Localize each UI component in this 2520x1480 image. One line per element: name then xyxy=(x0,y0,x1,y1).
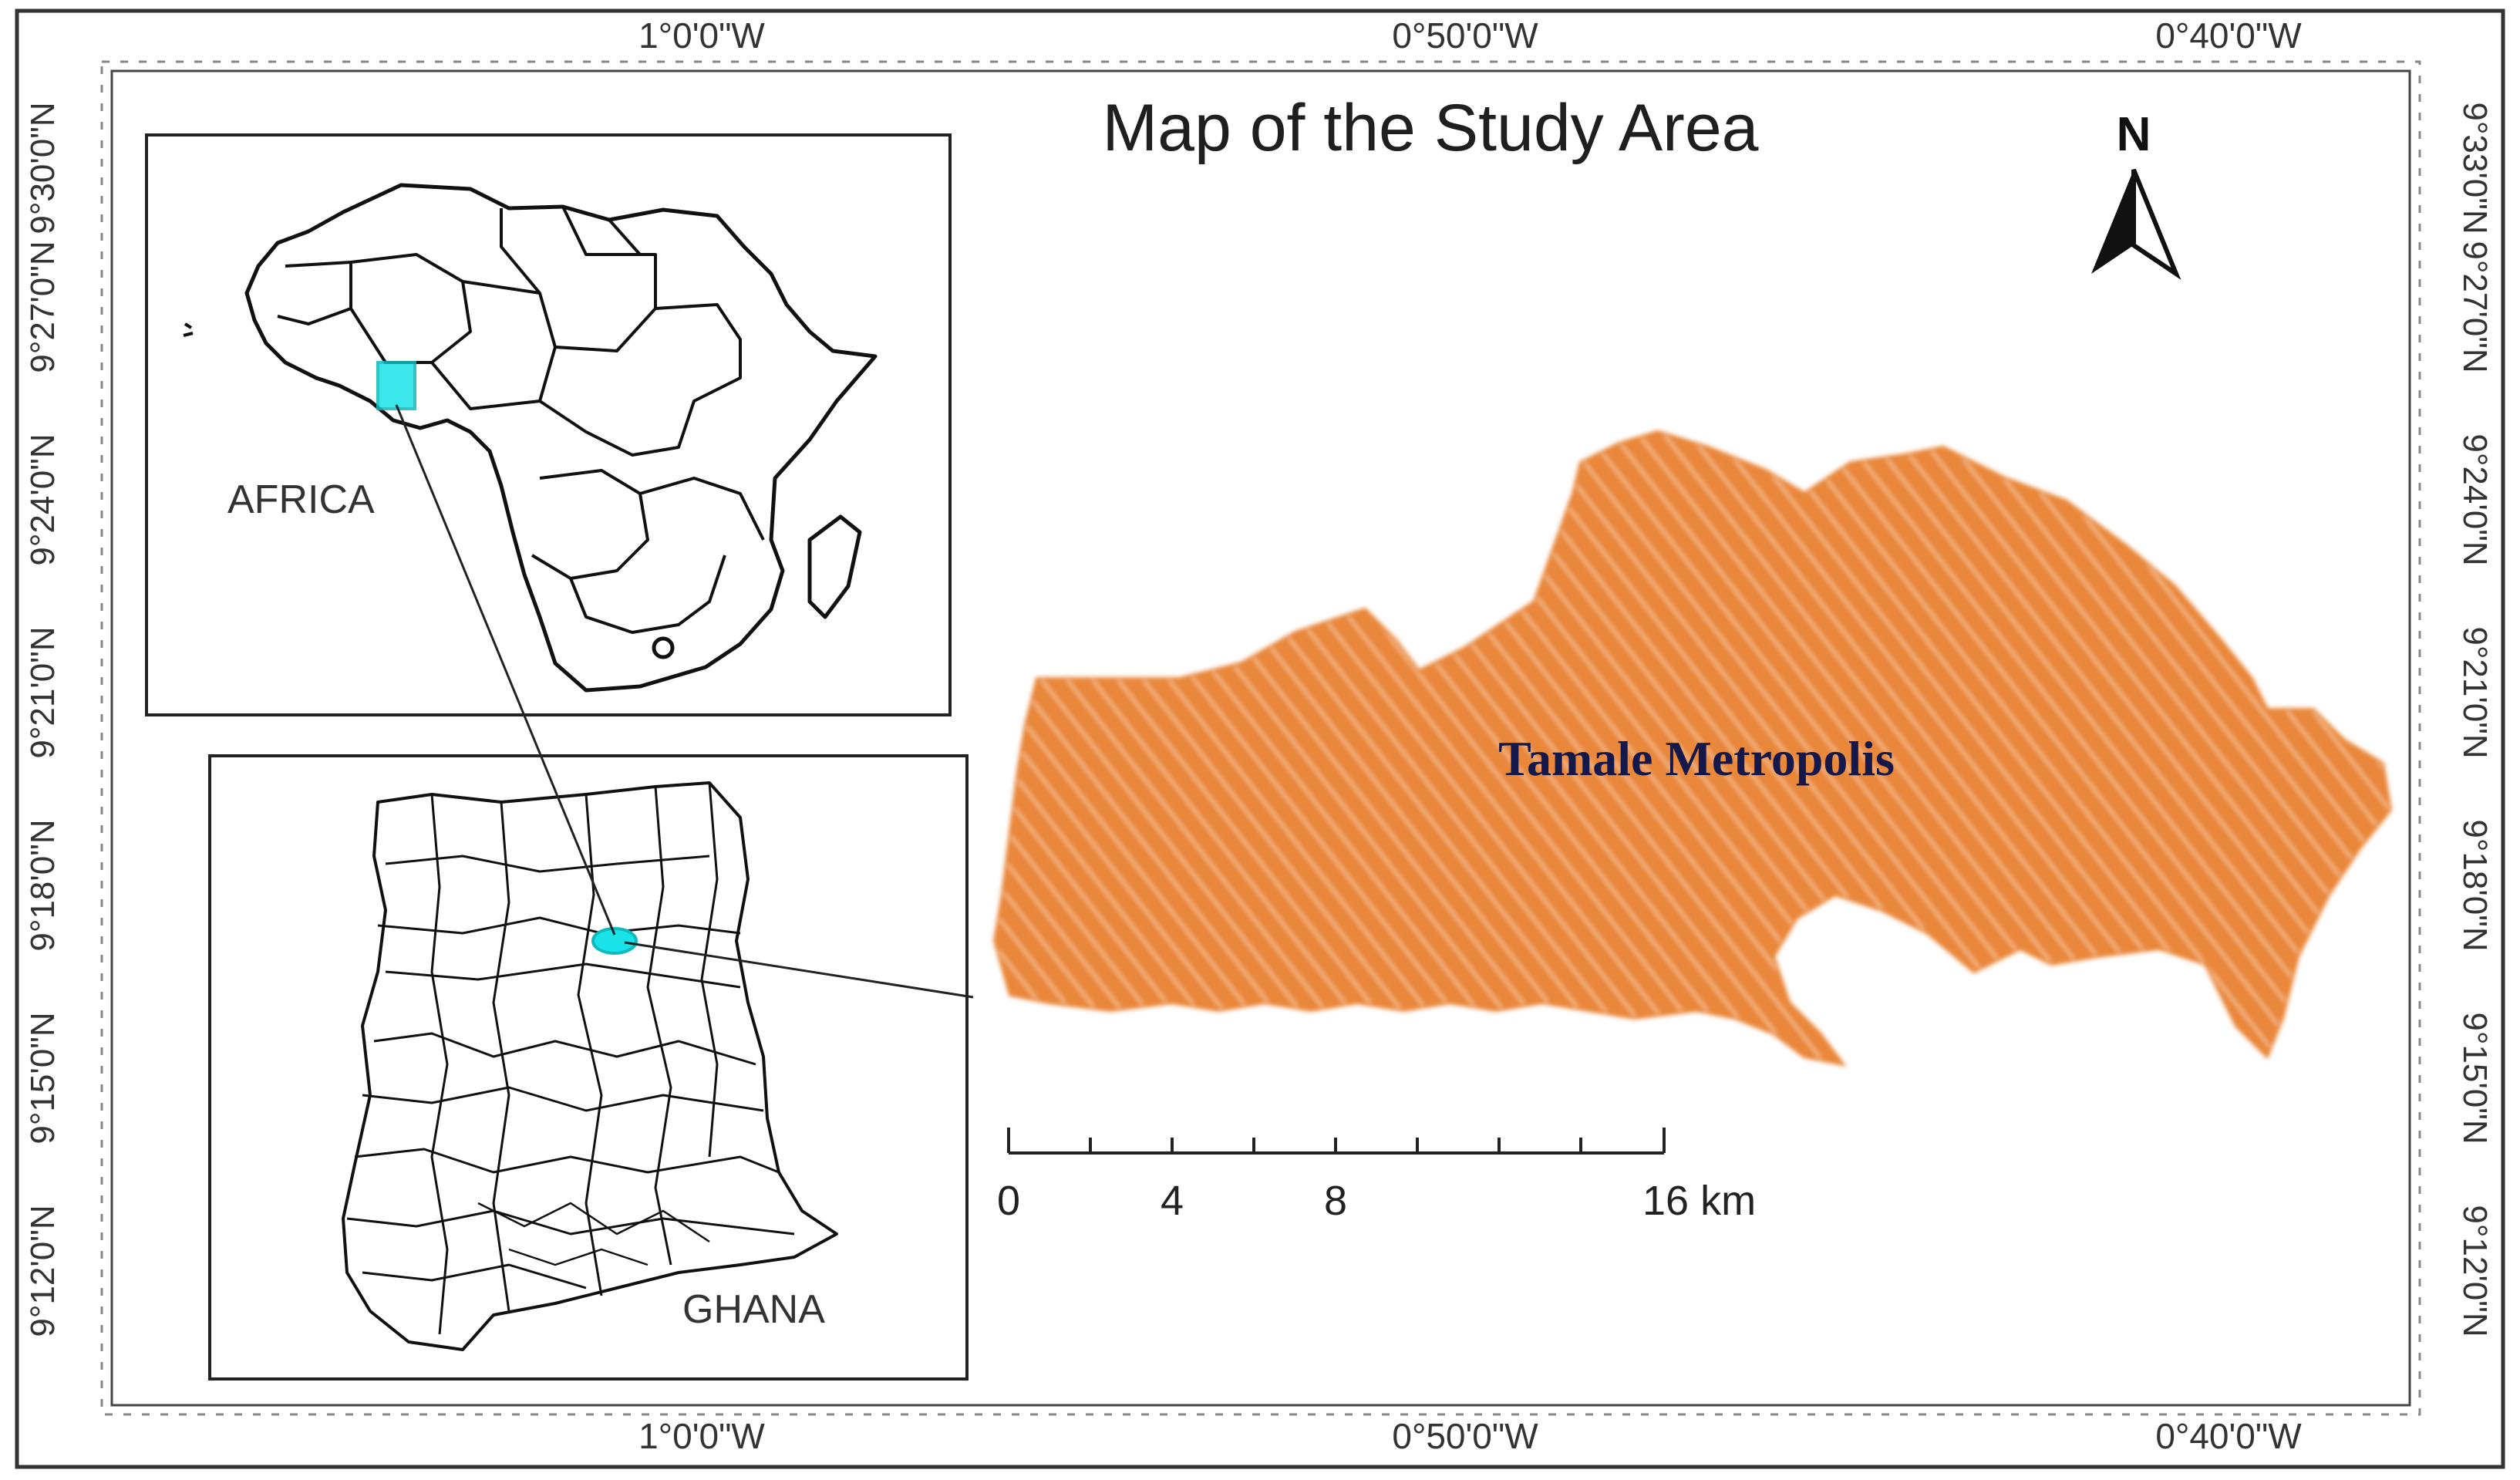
lon-label-top-3: 0°40'0"W xyxy=(2155,15,2302,56)
lon-label-bottom-1: 1°0'0"W xyxy=(638,1416,765,1456)
connector-africa-ghana xyxy=(395,404,616,936)
ghana-label: GHANA xyxy=(682,1287,825,1332)
longitude-labels-top: 1°0'0"W 0°50'0"W 0°40'0"W xyxy=(638,15,2302,56)
lat-label-left-4: 9°21'0"N xyxy=(24,626,62,758)
lat-label-right-3: 9°18'0"N xyxy=(2456,819,2494,951)
lat-label-right-1: 9°12'0"N xyxy=(2456,1205,2494,1337)
outer-border xyxy=(15,8,2505,1469)
scale-bar xyxy=(1007,1128,1666,1155)
tick-border-outer xyxy=(100,60,2421,1416)
scale-label-8: 8 xyxy=(1324,1178,1347,1224)
tamale-highlight-ghana xyxy=(591,927,638,955)
lat-label-left-1: 9°12'0"N xyxy=(24,1205,62,1337)
scale-label-4: 4 xyxy=(1161,1178,1184,1224)
lat-label-right-7: 9°33'0"N xyxy=(2456,102,2494,234)
north-arrow-left-icon xyxy=(2091,170,2134,274)
lat-label-right-6: 9°27'0"N xyxy=(2456,241,2494,373)
ghana-outline-icon xyxy=(342,781,838,1351)
lat-label-right-2: 9°15'0"N xyxy=(2456,1012,2494,1144)
africa-outline-icon xyxy=(183,183,878,693)
lat-label-left-5: 9°24'0"N xyxy=(24,433,62,565)
africa-label: AFRICA xyxy=(227,477,375,522)
lon-label-top-1: 1°0'0"W xyxy=(638,15,765,56)
scale-label-0: 0 xyxy=(997,1178,1020,1224)
latitude-labels-left: 9°12'0"N 9°15'0"N 9°18'0"N 9°21'0"N 9°24… xyxy=(24,102,62,1337)
longitude-labels-bottom: 1°0'0"W 0°50'0"W 0°40'0"W xyxy=(638,1416,2302,1456)
tamale-metropolis-label: Tamale Metropolis xyxy=(1498,731,1895,786)
map-title: Map of the Study Area xyxy=(1103,91,1759,165)
north-label: N xyxy=(2117,108,2151,161)
lat-label-left-7: 9°30'0"N xyxy=(24,102,62,234)
lat-label-left-3: 9°18'0"N xyxy=(24,819,62,951)
lat-label-left-2: 9°15'0"N xyxy=(24,1012,62,1144)
north-arrow-right-icon xyxy=(2131,168,2181,280)
north-arrow: N xyxy=(2091,108,2181,280)
scale-bar-labels: 0 4 8 16 km xyxy=(997,1178,1756,1224)
lon-label-bottom-3: 0°40'0"W xyxy=(2155,1416,2302,1456)
tamale-metropolis-area xyxy=(992,430,2393,1067)
scale-label-16km: 16 km xyxy=(1642,1178,1756,1224)
connector-ghana-tamale xyxy=(624,941,974,999)
latitude-labels-right: 9°12'0"N 9°15'0"N 9°18'0"N 9°21'0"N 9°24… xyxy=(2456,102,2494,1337)
lat-label-right-5: 9°24'0"N xyxy=(2456,433,2494,565)
neatline xyxy=(110,69,2411,1407)
lat-label-right-4: 9°21'0"N xyxy=(2456,626,2494,758)
lat-label-left-6: 9°27'0"N xyxy=(24,241,62,373)
lon-label-top-2: 0°50'0"W xyxy=(1392,15,1538,56)
lon-label-bottom-2: 0°50'0"W xyxy=(1392,1416,1538,1456)
ghana-highlight-africa xyxy=(376,361,416,410)
